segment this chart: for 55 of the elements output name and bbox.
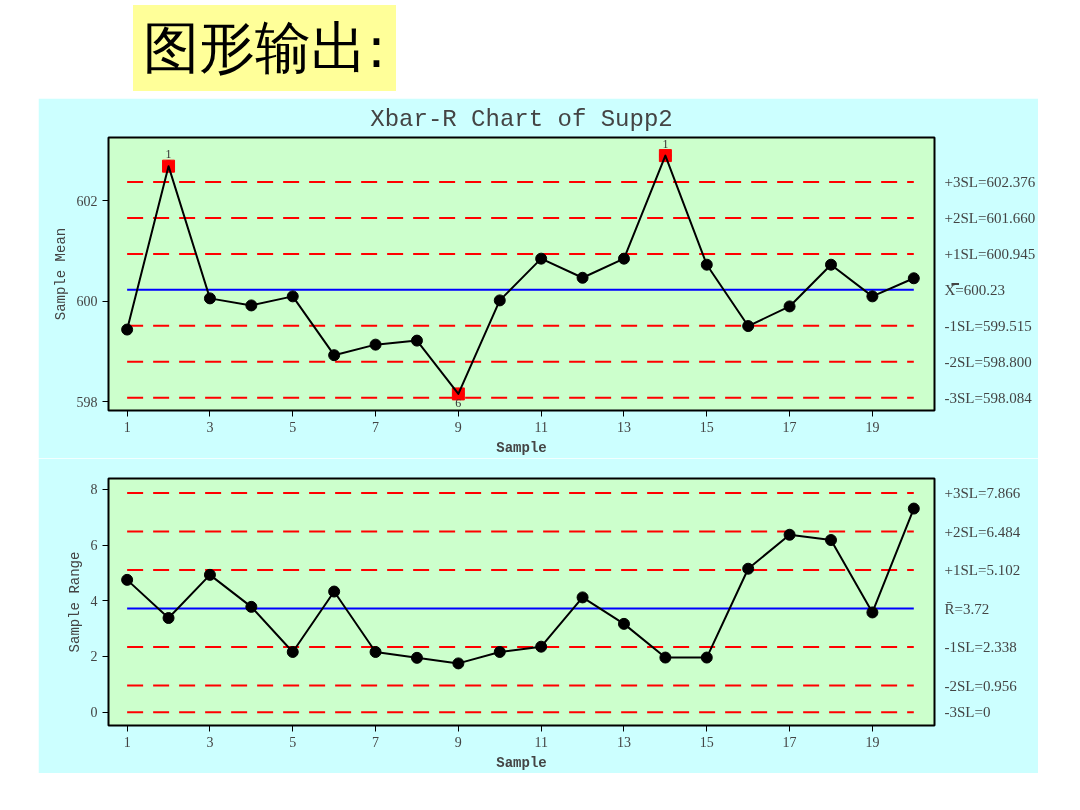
x-tick-label: 19 [865, 734, 880, 750]
y-tick-label: 8 [90, 482, 98, 498]
x-tick-label: 7 [372, 734, 380, 750]
ref-line-label: +1SL=600.945 [944, 245, 1036, 262]
annotation: 6 [455, 395, 462, 410]
x-tick-label: 3 [206, 419, 214, 435]
y-tick-label: 4 [90, 593, 98, 609]
x-tick-label: 15 [699, 419, 714, 435]
x-tick-label: 11 [534, 734, 548, 750]
y-tick-label: 2 [90, 649, 98, 665]
x-axis-title: Sample [496, 754, 547, 771]
x-tick-label: 17 [782, 419, 797, 435]
x-tick-label: 1 [123, 419, 131, 435]
ref-line-label: -2SL=598.800 [944, 353, 1032, 370]
x-tick-label: 15 [699, 734, 714, 750]
ref-line-label: -3SL=598.084 [944, 389, 1033, 406]
ref-line-label: -1SL=2.338 [944, 639, 1017, 656]
ref-line-label: -3SL=0 [944, 704, 991, 721]
x-tick-label: 17 [782, 734, 797, 750]
x-tick-label: 9 [454, 419, 462, 435]
y-tick-label: 600 [76, 294, 98, 310]
y-axis-title: Sample Range [66, 551, 83, 653]
x-tick-label: 19 [865, 419, 880, 435]
x-tick-label: 11 [534, 419, 548, 435]
y-axis-title: Sample Mean [52, 227, 69, 321]
chart-title: Xbar-R Chart of Supp2 [370, 105, 673, 133]
x-tick-label: 5 [289, 734, 297, 750]
point [907, 502, 920, 515]
y-tick-label: 602 [76, 193, 98, 209]
x-tick-label: 13 [616, 419, 631, 435]
x-tick-label: 13 [616, 734, 631, 750]
y-tick-label: 0 [90, 705, 98, 721]
y-tick-label: 6 [90, 538, 98, 554]
ref-line-label: +3SL=7.866 [944, 485, 1021, 502]
annotation: 1 [662, 136, 669, 151]
ref-line-label: +2SL=6.484 [944, 523, 1021, 540]
x-tick-label: 1 [123, 734, 131, 750]
point [121, 573, 134, 586]
text: 图形输出: [133, 5, 396, 91]
ref-line-label: X̿=600.23 [944, 281, 1006, 298]
x-tick-label: 5 [289, 419, 297, 435]
ref-line-label: +1SL=5.102 [944, 562, 1021, 579]
point [907, 272, 920, 285]
x-tick-label: 7 [372, 419, 380, 435]
ref-line-label: +2SL=601.660 [944, 209, 1036, 226]
annotation: 1 [165, 147, 172, 162]
point [121, 323, 134, 336]
y-tick-label: 598 [76, 394, 98, 410]
x-tick-label: 9 [454, 734, 462, 750]
ref-line-label: -2SL=0.956 [944, 677, 1018, 694]
ref-line-label: R̄=3.72 [944, 600, 990, 617]
ref-line-label: -1SL=599.515 [944, 317, 1032, 334]
x-tick-label: 3 [206, 734, 214, 750]
x-axis-title: Sample [496, 439, 547, 456]
ref-line-label: +3SL=602.376 [944, 173, 1036, 190]
